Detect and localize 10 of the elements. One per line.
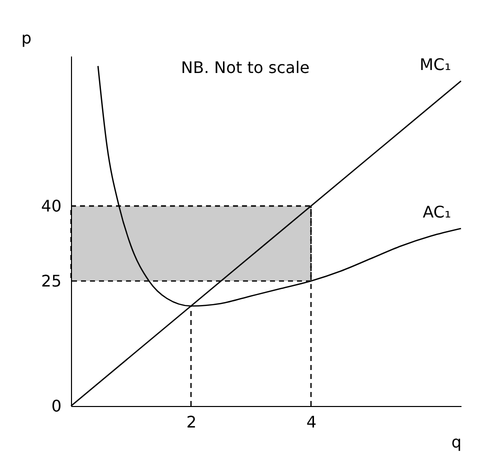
series-label: AC₁	[422, 202, 451, 222]
x-tick-label: 2	[186, 412, 197, 432]
annotation: NB. Not to scale	[181, 58, 310, 77]
y-tick-label: 40	[41, 196, 62, 216]
y-tick-label: 25	[41, 272, 62, 290]
x-tick-label: 4	[306, 412, 317, 432]
series-label: MC₁	[420, 55, 451, 74]
x-axis-title: q	[451, 432, 462, 452]
y-tick-label: 0	[51, 396, 62, 416]
y-axis-title: p	[21, 28, 32, 48]
